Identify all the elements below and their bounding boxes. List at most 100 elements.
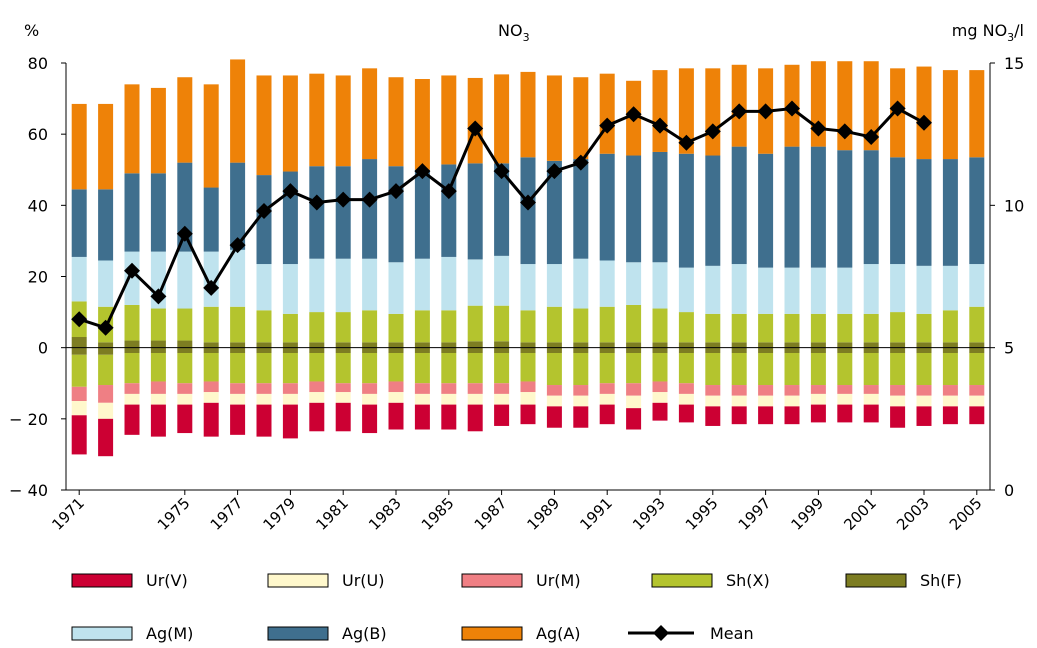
bar-aga-1995 xyxy=(705,68,721,156)
bar-shx-neg-2002 xyxy=(890,353,906,386)
bar-aga-2003 xyxy=(916,66,932,160)
bar-urm-neg-1994 xyxy=(678,383,694,394)
bar-uru-neg-1980 xyxy=(309,392,325,403)
bar-urm-neg-1984 xyxy=(414,383,430,394)
bar-shx-2002 xyxy=(890,312,906,343)
bar-urv-neg-2003 xyxy=(916,406,932,426)
mean-marker-1997 xyxy=(757,103,774,120)
bar-agm-2002 xyxy=(890,264,906,313)
bar-shx-1988 xyxy=(520,310,536,343)
bar-shx-neg-1973 xyxy=(124,353,140,384)
y-tick-label-left: 60 xyxy=(28,125,48,144)
bars-group xyxy=(71,59,985,457)
bar-shf-neg-1972 xyxy=(98,347,114,355)
bar-agb-1997 xyxy=(758,153,774,268)
mean-marker-1975 xyxy=(176,225,193,242)
bar-shx-1977 xyxy=(230,306,246,343)
bar-urv-neg-1973 xyxy=(124,404,140,435)
bar-shf-neg-1987 xyxy=(494,347,510,354)
bar-urv-neg-1993 xyxy=(652,402,668,421)
bar-aga-1993 xyxy=(652,70,668,152)
bar-shx-1986 xyxy=(467,305,483,342)
mean-marker-2003 xyxy=(916,114,932,131)
bar-shf-1998 xyxy=(784,342,800,348)
bar-aga-2005 xyxy=(969,70,985,158)
bar-urv-neg-1997 xyxy=(758,406,774,425)
bar-urm-neg-1975 xyxy=(177,383,193,394)
bar-aga-1980 xyxy=(309,73,325,167)
bar-shf-neg-2000 xyxy=(837,347,853,354)
bar-shf-2003 xyxy=(916,342,932,348)
bar-shx-neg-1986 xyxy=(467,353,483,384)
bar-shx-neg-1985 xyxy=(441,353,457,384)
bar-shx-neg-1972 xyxy=(98,354,114,386)
mean-marker-1980 xyxy=(308,194,325,211)
bar-shx-neg-1984 xyxy=(414,353,430,384)
bar-urm-neg-1995 xyxy=(705,385,721,396)
bar-shx-neg-2003 xyxy=(916,353,932,386)
bar-uru-neg-1988 xyxy=(520,392,536,405)
bar-shx-1995 xyxy=(705,313,721,343)
bar-urm-neg-1991 xyxy=(599,383,615,394)
bar-urv-neg-1976 xyxy=(203,402,219,437)
bar-shx-neg-1988 xyxy=(520,353,536,382)
bar-urv-neg-2004 xyxy=(942,406,958,425)
bar-shf-1990 xyxy=(573,342,589,348)
bar-shx-neg-1982 xyxy=(362,353,378,384)
bar-urm-neg-1998 xyxy=(784,385,800,396)
bar-shf-neg-1975 xyxy=(177,347,193,354)
bar-shx-neg-1975 xyxy=(177,353,193,384)
bar-agm-2004 xyxy=(942,265,958,311)
bar-shf-1977 xyxy=(230,342,246,348)
bar-shf-neg-1983 xyxy=(388,347,404,354)
bar-urm-neg-1978 xyxy=(256,383,272,394)
bar-urv-neg-1983 xyxy=(388,402,404,430)
bar-shx-neg-1994 xyxy=(678,353,694,384)
bar-urm-neg-1990 xyxy=(573,385,589,396)
bar-agb-1976 xyxy=(203,187,219,252)
bar-urv-neg-1996 xyxy=(731,406,747,425)
bar-shx-1991 xyxy=(599,306,615,343)
bar-shx-1983 xyxy=(388,313,404,343)
bar-urm-neg-1974 xyxy=(150,381,166,394)
legend-agm-swatch xyxy=(71,626,133,641)
bar-urm-neg-1989 xyxy=(546,385,562,396)
bar-urm-neg-1987 xyxy=(494,383,510,394)
bar-shf-1982 xyxy=(362,342,378,348)
bar-shx-1978 xyxy=(256,310,272,343)
bar-shf-neg-1999 xyxy=(810,347,826,354)
bar-urm-neg-1971 xyxy=(71,386,87,402)
bar-shf-1984 xyxy=(414,342,430,348)
bar-shx-1976 xyxy=(203,306,219,343)
bar-shf-neg-1994 xyxy=(678,347,694,354)
bar-agm-2003 xyxy=(916,265,932,314)
bar-agm-1978 xyxy=(256,264,272,311)
bar-uru-neg-1998 xyxy=(784,395,800,407)
bar-agb-1975 xyxy=(177,162,193,252)
bar-aga-1988 xyxy=(520,71,536,158)
bar-aga-1977 xyxy=(230,59,246,163)
bar-shf-1988 xyxy=(520,342,536,348)
bar-shx-1974 xyxy=(150,308,166,341)
bar-agm-1982 xyxy=(362,258,378,311)
bar-agb-2002 xyxy=(890,157,906,265)
bar-urm-neg-2004 xyxy=(942,385,958,396)
bar-agm-1976 xyxy=(203,251,219,307)
bar-aga-1989 xyxy=(546,75,562,161)
bar-uru-neg-1996 xyxy=(731,395,747,407)
bar-urv-neg-2000 xyxy=(837,404,853,423)
bar-uru-neg-1971 xyxy=(71,401,87,416)
bar-urm-neg-2003 xyxy=(916,385,932,396)
bar-agm-1980 xyxy=(309,258,325,313)
bar-shf-1996 xyxy=(731,342,747,348)
bar-agm-1992 xyxy=(626,262,642,305)
bar-shx-neg-1992 xyxy=(626,353,642,384)
mean-marker-2002 xyxy=(889,100,906,117)
bar-urv-neg-1971 xyxy=(71,415,87,455)
bar-shf-neg-1973 xyxy=(124,347,140,354)
bar-urv-neg-1979 xyxy=(282,404,298,439)
legend-agm-label: Ag(M) xyxy=(146,624,193,643)
bar-urv-neg-1988 xyxy=(520,404,536,425)
bar-shf-neg-1974 xyxy=(150,347,166,354)
mean-marker-1992 xyxy=(625,106,642,123)
